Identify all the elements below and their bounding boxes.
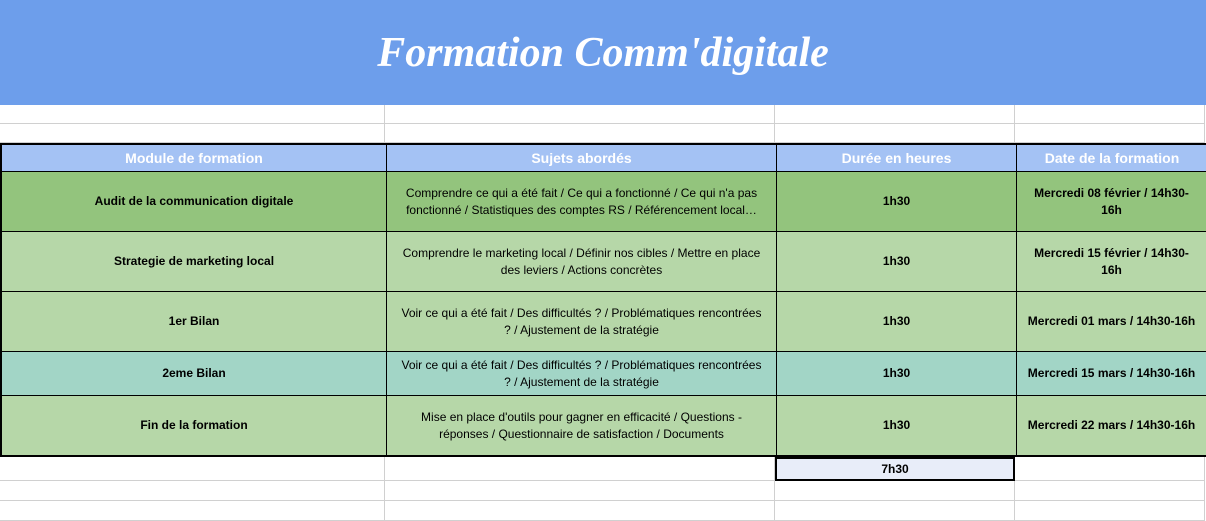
cell-module: Audit de la communication digitale xyxy=(2,171,387,231)
cell-module: Strategie de marketing local xyxy=(2,231,387,291)
trailing-row xyxy=(0,481,1206,501)
cell-module: Fin de la formation xyxy=(2,395,387,455)
spacer-cell xyxy=(1015,124,1205,143)
page-title: Formation Comm'digitale xyxy=(377,29,829,77)
spacer-cell xyxy=(0,124,385,143)
col-header-date: Date de la formation xyxy=(1017,145,1206,171)
trailing-cell xyxy=(775,501,1015,521)
spacer-cell xyxy=(1015,105,1205,124)
cell-subjects: Comprendre ce qui a été fait / Ce qui a … xyxy=(387,171,777,231)
cell-module: 2eme Bilan xyxy=(2,351,387,395)
trailing-cell xyxy=(0,481,385,501)
col-header-duration: Durée en heures xyxy=(777,145,1017,171)
cell-subjects: Voir ce qui a été fait / Des difficultés… xyxy=(387,351,777,395)
col-header-subjects: Sujets abordés xyxy=(387,145,777,171)
cell-date: Mercredi 22 mars / 14h30-16h xyxy=(1017,395,1206,455)
spacer-row xyxy=(0,124,1206,143)
banner: Formation Comm'digitale xyxy=(0,0,1206,105)
cell-date: Mercredi 15 février / 14h30-16h xyxy=(1017,231,1206,291)
cell-duration: 1h30 xyxy=(777,171,1017,231)
total-duration: 7h30 xyxy=(775,457,1015,481)
trailing-cell xyxy=(0,501,385,521)
cell-duration: 1h30 xyxy=(777,351,1017,395)
cell-date: Mercredi 01 mars / 14h30-16h xyxy=(1017,291,1206,351)
cell-date: Mercredi 08 février / 14h30-16h xyxy=(1017,171,1206,231)
cell-duration: 1h30 xyxy=(777,395,1017,455)
total-cell-blank xyxy=(1015,457,1205,481)
spacer-cell xyxy=(775,124,1015,143)
total-cell-blank xyxy=(0,457,385,481)
total-cell-blank xyxy=(385,457,775,481)
cell-duration: 1h30 xyxy=(777,291,1017,351)
spacer-cell xyxy=(0,105,385,124)
cell-date: Mercredi 15 mars / 14h30-16h xyxy=(1017,351,1206,395)
trailing-cell xyxy=(385,481,775,501)
cell-module: 1er Bilan xyxy=(2,291,387,351)
spacer-cell xyxy=(385,105,775,124)
trailing-row xyxy=(0,501,1206,521)
cell-subjects: Voir ce qui a été fait / Des difficultés… xyxy=(387,291,777,351)
spacer-cell xyxy=(385,124,775,143)
formation-table: Module de formation Sujets abordés Durée… xyxy=(0,143,1206,457)
cell-duration: 1h30 xyxy=(777,231,1017,291)
trailing-cell xyxy=(1015,501,1205,521)
spacer-cell xyxy=(775,105,1015,124)
col-header-module: Module de formation xyxy=(2,145,387,171)
total-row: 7h30 xyxy=(0,457,1206,481)
trailing-cell xyxy=(775,481,1015,501)
cell-subjects: Mise en place d'outils pour gagner en ef… xyxy=(387,395,777,455)
trailing-cell xyxy=(1015,481,1205,501)
spacer-row xyxy=(0,105,1206,124)
trailing-cell xyxy=(385,501,775,521)
cell-subjects: Comprendre le marketing local / Définir … xyxy=(387,231,777,291)
